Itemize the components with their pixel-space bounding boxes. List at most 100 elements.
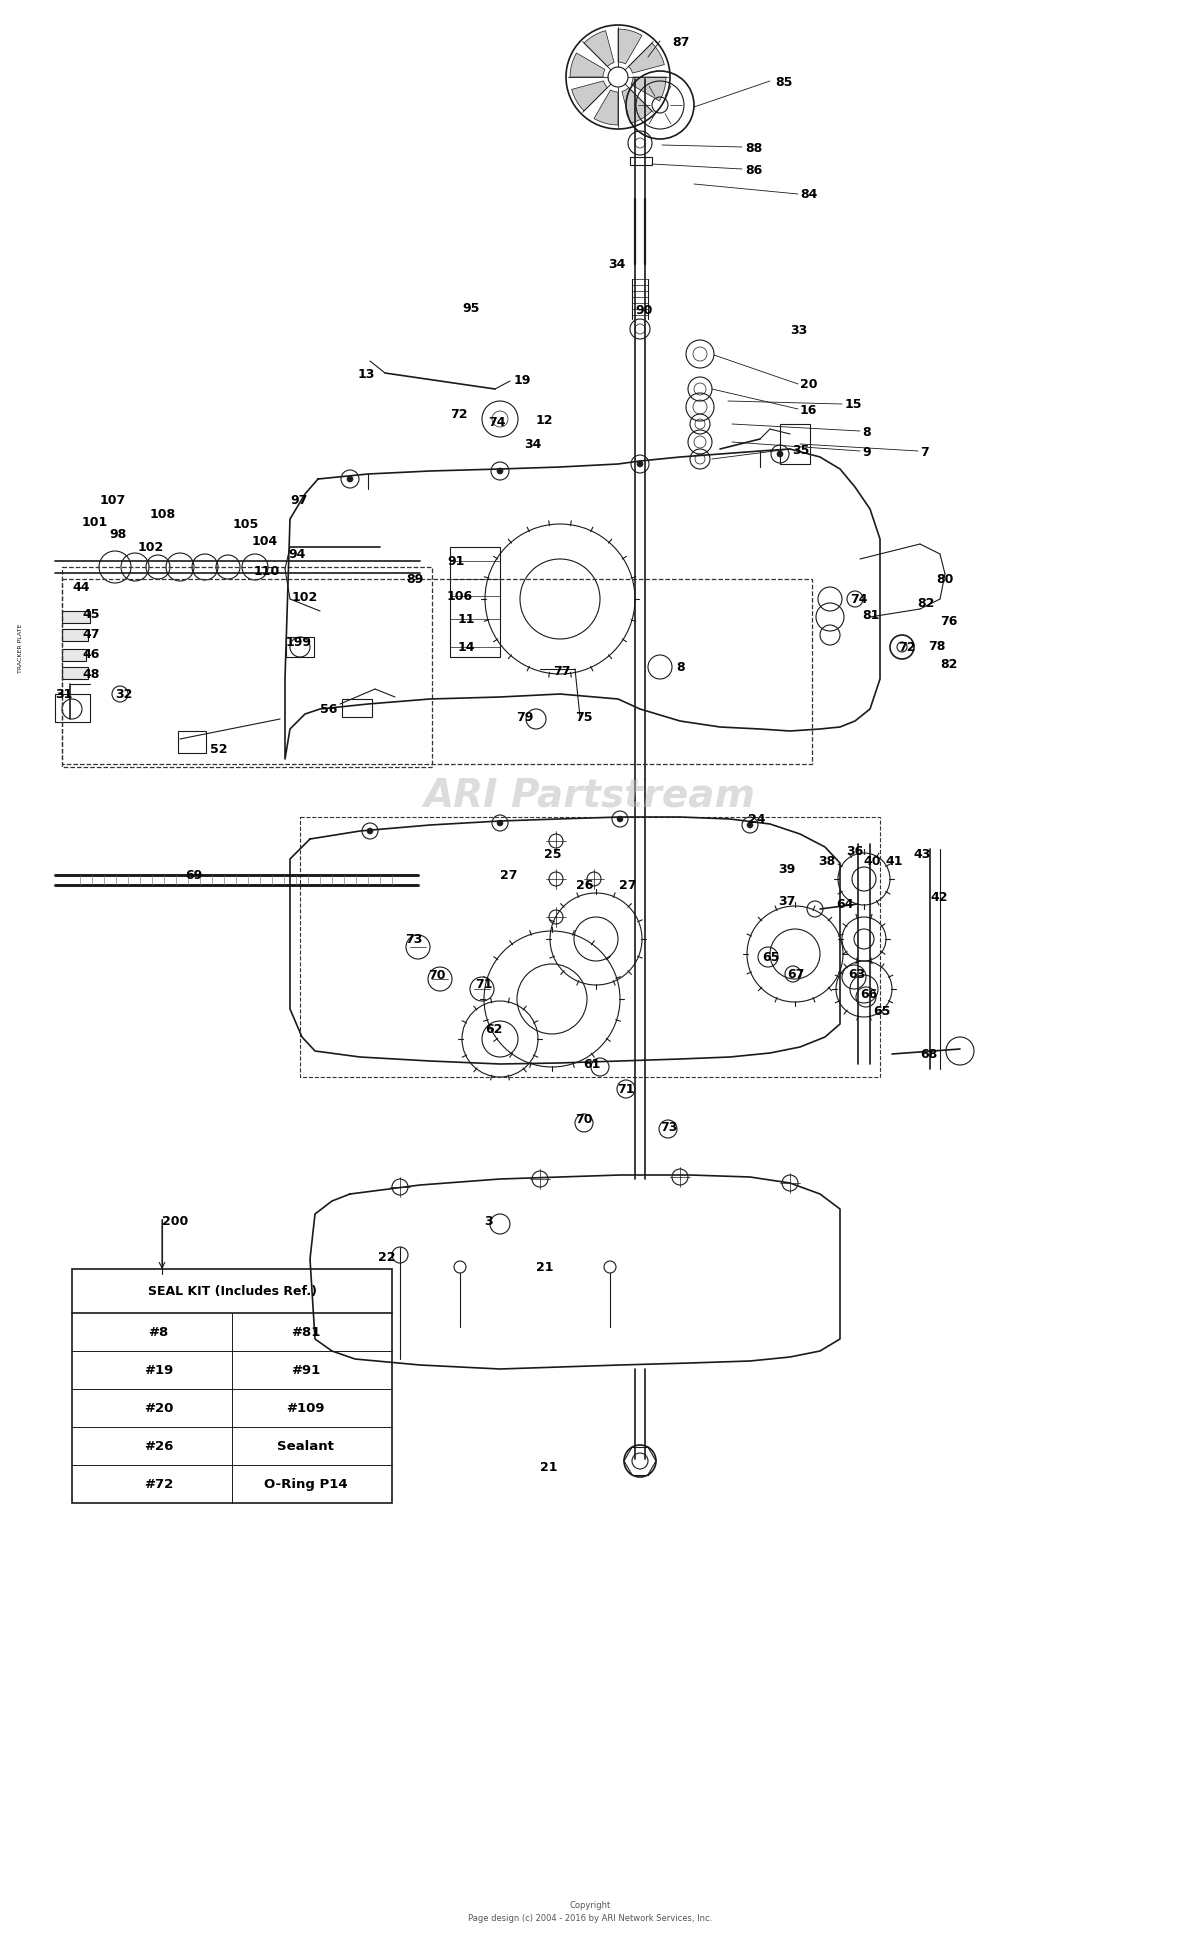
Text: 110: 110 xyxy=(254,564,281,578)
Circle shape xyxy=(747,822,753,828)
Bar xyxy=(286,638,314,657)
Text: 22: 22 xyxy=(378,1251,395,1264)
Text: 66: 66 xyxy=(860,989,877,1001)
Text: 77: 77 xyxy=(553,665,570,679)
Text: 33: 33 xyxy=(789,324,807,335)
Polygon shape xyxy=(618,29,642,66)
Text: 52: 52 xyxy=(210,743,228,756)
Text: 9: 9 xyxy=(863,446,871,458)
Text: 12: 12 xyxy=(536,413,553,427)
Text: 15: 15 xyxy=(845,397,863,411)
Text: 40: 40 xyxy=(863,855,880,869)
Text: 46: 46 xyxy=(81,648,99,661)
Text: 90: 90 xyxy=(635,302,653,316)
Text: TRACKER PLATE: TRACKER PLATE xyxy=(18,622,22,673)
Text: 34: 34 xyxy=(608,258,625,271)
Text: 75: 75 xyxy=(575,712,592,723)
Text: 43: 43 xyxy=(913,847,930,861)
Text: 70: 70 xyxy=(575,1113,592,1127)
Text: 42: 42 xyxy=(930,892,948,904)
Text: Copyright
Page design (c) 2004 - 2016 by ARI Network Services, Inc.: Copyright Page design (c) 2004 - 2016 by… xyxy=(468,1900,712,1922)
Text: 65: 65 xyxy=(873,1004,891,1018)
Text: #8: #8 xyxy=(149,1326,169,1338)
Text: 21: 21 xyxy=(536,1260,553,1274)
Text: 73: 73 xyxy=(405,933,422,946)
Text: 65: 65 xyxy=(762,950,779,964)
Text: 8: 8 xyxy=(863,425,871,438)
Text: 95: 95 xyxy=(463,301,479,314)
Text: 79: 79 xyxy=(516,712,533,723)
Text: 88: 88 xyxy=(745,142,762,155)
Text: 31: 31 xyxy=(55,688,72,702)
Text: 27: 27 xyxy=(500,869,518,882)
Text: #109: #109 xyxy=(287,1402,325,1415)
Text: ARI Partstream: ARI Partstream xyxy=(424,776,756,814)
Text: #91: #91 xyxy=(291,1363,320,1377)
Text: O-Ring P14: O-Ring P14 xyxy=(264,1478,347,1491)
Text: 41: 41 xyxy=(885,855,903,869)
Text: 71: 71 xyxy=(617,1084,635,1096)
Text: 84: 84 xyxy=(800,188,818,202)
Text: 200: 200 xyxy=(162,1216,189,1227)
Bar xyxy=(300,818,880,1078)
Text: 73: 73 xyxy=(660,1121,677,1134)
Text: 89: 89 xyxy=(406,574,424,586)
Text: 47: 47 xyxy=(81,628,99,642)
Text: 56: 56 xyxy=(320,704,337,715)
Text: 14: 14 xyxy=(458,642,476,653)
Text: 86: 86 xyxy=(745,163,762,176)
Circle shape xyxy=(367,828,373,834)
Text: 20: 20 xyxy=(800,378,818,392)
Text: 72: 72 xyxy=(898,642,916,653)
Text: 19: 19 xyxy=(514,374,531,386)
Circle shape xyxy=(347,477,353,483)
Text: 80: 80 xyxy=(936,574,953,586)
Circle shape xyxy=(776,452,784,458)
Text: 3: 3 xyxy=(484,1216,492,1227)
Text: 32: 32 xyxy=(114,688,132,702)
Bar xyxy=(63,650,86,661)
Text: 63: 63 xyxy=(848,968,865,981)
Bar xyxy=(342,700,372,717)
Bar xyxy=(63,611,90,624)
Polygon shape xyxy=(584,31,614,68)
Text: 102: 102 xyxy=(291,591,319,605)
Polygon shape xyxy=(622,89,651,124)
Text: 70: 70 xyxy=(428,970,446,981)
Text: 45: 45 xyxy=(81,609,99,620)
Bar xyxy=(630,157,653,167)
Circle shape xyxy=(497,820,503,826)
Text: 85: 85 xyxy=(775,76,793,89)
Text: 107: 107 xyxy=(100,493,126,506)
Text: 25: 25 xyxy=(544,847,562,861)
Text: #20: #20 xyxy=(144,1402,173,1415)
Text: 76: 76 xyxy=(940,615,957,628)
Text: 97: 97 xyxy=(290,493,307,506)
Text: 78: 78 xyxy=(927,640,945,653)
Text: 44: 44 xyxy=(72,582,90,593)
Bar xyxy=(63,580,812,764)
Text: 91: 91 xyxy=(447,555,465,568)
Text: 38: 38 xyxy=(818,855,835,869)
Text: 39: 39 xyxy=(778,863,795,876)
Text: 98: 98 xyxy=(109,527,126,541)
Text: 61: 61 xyxy=(583,1059,601,1070)
Text: 81: 81 xyxy=(863,609,879,622)
Text: 48: 48 xyxy=(81,669,99,681)
Bar xyxy=(63,568,432,768)
Bar xyxy=(780,425,809,465)
Text: 7: 7 xyxy=(920,446,929,458)
Polygon shape xyxy=(629,45,664,74)
Text: 8: 8 xyxy=(676,661,684,675)
Text: 21: 21 xyxy=(540,1460,557,1474)
Bar xyxy=(63,630,88,642)
Text: 34: 34 xyxy=(524,438,542,450)
Bar xyxy=(178,731,206,754)
Text: 108: 108 xyxy=(150,508,176,522)
Text: 62: 62 xyxy=(485,1024,503,1035)
Text: 94: 94 xyxy=(288,549,306,560)
Text: 72: 72 xyxy=(450,409,467,421)
Text: 82: 82 xyxy=(917,597,935,611)
Text: 16: 16 xyxy=(800,403,818,417)
Text: 67: 67 xyxy=(787,968,805,981)
